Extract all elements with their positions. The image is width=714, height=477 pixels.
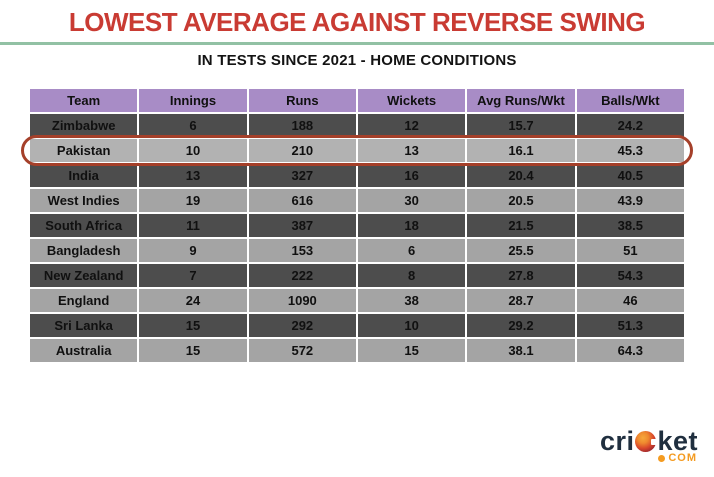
table-cell: 20.5 xyxy=(467,189,575,212)
table-cell: 20.4 xyxy=(467,164,575,187)
table-cell: 16 xyxy=(358,164,466,187)
table-cell: 54.3 xyxy=(576,264,684,287)
table-cell: 46 xyxy=(576,289,684,312)
table-row-pakistan: Pakistan 10 210 13 16.1 45.3 xyxy=(30,139,684,162)
table-cell: 38.1 xyxy=(467,339,575,362)
table-cell: 15.7 xyxy=(467,114,575,137)
table-cell: 43.9 xyxy=(576,189,684,212)
table-cell: 327 xyxy=(248,164,356,187)
table-cell: Australia xyxy=(30,339,138,362)
table-row-australia: Australia 15 572 15 38.1 64.3 xyxy=(30,339,684,362)
table-cell: Zimbabwe xyxy=(30,114,138,137)
table-row-west-indies: West Indies 19 616 30 20.5 43.9 xyxy=(30,189,684,212)
column-header: Innings xyxy=(139,89,247,112)
table-cell: 13 xyxy=(139,164,247,187)
column-header: Runs xyxy=(248,89,356,112)
table-header-row: Team Innings Runs Wickets Avg Runs/Wkt Balls/… xyxy=(30,89,684,112)
table-row-india: India 13 327 16 20.4 40.5 xyxy=(30,164,684,187)
table-cell: 153 xyxy=(248,239,356,262)
table-cell: 6 xyxy=(139,114,247,137)
column-header: Avg Runs/Wkt xyxy=(467,89,575,112)
table-row-new-zealand: New Zealand 7 222 8 27.8 54.3 xyxy=(30,264,684,287)
table-cell: 51 xyxy=(576,239,684,262)
table-cell: 387 xyxy=(248,214,356,237)
table-cell: 10 xyxy=(139,139,247,162)
table-cell: New Zealand xyxy=(30,264,138,287)
logo-text-cri: cri xyxy=(599,426,635,456)
table-cell: 15 xyxy=(358,339,466,362)
table-cell: 13 xyxy=(358,139,466,162)
table-cell: 19 xyxy=(139,189,247,212)
table-cell: 29.2 xyxy=(467,314,575,337)
table-cell: 7 xyxy=(139,264,247,287)
table-cell: 15 xyxy=(139,339,247,362)
table-cell: 15 xyxy=(139,314,247,337)
table-cell: 38.5 xyxy=(576,214,684,237)
cricket-ball-icon xyxy=(635,431,657,452)
table-row-zimbabwe: Zimbabwe 6 188 12 15.7 24.2 xyxy=(30,114,684,137)
table-cell: 572 xyxy=(248,339,356,362)
table-cell: 222 xyxy=(248,264,356,287)
table-cell: 40.5 xyxy=(576,164,684,187)
table-cell: 292 xyxy=(248,314,356,337)
table-cell: 12 xyxy=(358,114,466,137)
page-subtitle: IN TESTS SINCE 2021 - HOME CONDITIONS xyxy=(197,52,517,69)
table-cell: Sri Lanka xyxy=(30,314,138,337)
table-cell: 24 xyxy=(139,289,247,312)
column-header: Team xyxy=(30,89,138,112)
table-cell: Bangladesh xyxy=(30,239,138,262)
table-cell: 64.3 xyxy=(576,339,684,362)
table-cell: 24.2 xyxy=(576,114,684,137)
table-cell: 28.7 xyxy=(467,289,575,312)
table-cell: 21.5 xyxy=(467,214,575,237)
cricket-com-logo: cri ket COM xyxy=(600,428,698,464)
table-cell: 30 xyxy=(358,189,466,212)
table-cell: 51.3 xyxy=(576,314,684,337)
table-cell: 8 xyxy=(358,264,466,287)
table-cell: 18 xyxy=(358,214,466,237)
table-cell: 210 xyxy=(248,139,356,162)
table-cell: 38 xyxy=(358,289,466,312)
stats-table: Team Innings Runs Wickets Avg Runs/Wkt Balls/… xyxy=(21,89,693,364)
table-cell: 11 xyxy=(139,214,247,237)
table-row-sri-lanka: Sri Lanka 15 292 10 29.2 51.3 xyxy=(30,314,684,337)
table-cell: 6 xyxy=(358,239,466,262)
table-cell: 45.3 xyxy=(576,139,684,162)
divider-line xyxy=(0,42,714,45)
table-cell: 1090 xyxy=(248,289,356,312)
table-row-bangladesh: Bangladesh 9 153 6 25.5 51 xyxy=(30,239,684,262)
table-cell: Pakistan xyxy=(30,139,138,162)
table-cell: India xyxy=(30,164,138,187)
table-cell: 10 xyxy=(358,314,466,337)
column-header: Wickets xyxy=(358,89,466,112)
table-row-south-africa: South Africa 11 387 18 21.5 38.5 xyxy=(30,214,684,237)
table-cell: West Indies xyxy=(30,189,138,212)
table-cell: 188 xyxy=(248,114,356,137)
table-cell: 16.1 xyxy=(467,139,575,162)
logo-tld-text: COM xyxy=(668,452,697,464)
column-header: Balls/Wkt xyxy=(576,89,684,112)
page-title: LOWEST AVERAGE AGAINST REVERSE SWING xyxy=(68,7,646,37)
table-body: Zimbabwe 6 188 12 15.7 24.2 Pakistan 10 210 13 16.… xyxy=(30,114,684,362)
logo-domain: COM xyxy=(658,453,698,464)
table-row-england: England 24 1090 38 28.7 46 xyxy=(30,289,684,312)
logo-dot-icon xyxy=(658,455,666,462)
table-cell: 27.8 xyxy=(467,264,575,287)
table-cell: South Africa xyxy=(30,214,138,237)
table-cell: England xyxy=(30,289,138,312)
table-cell: 616 xyxy=(248,189,356,212)
logo-wordmark: cri ket xyxy=(600,428,698,455)
table-cell: 9 xyxy=(139,239,247,262)
table-cell: 25.5 xyxy=(467,239,575,262)
logo-text-ket: ket xyxy=(657,426,698,456)
